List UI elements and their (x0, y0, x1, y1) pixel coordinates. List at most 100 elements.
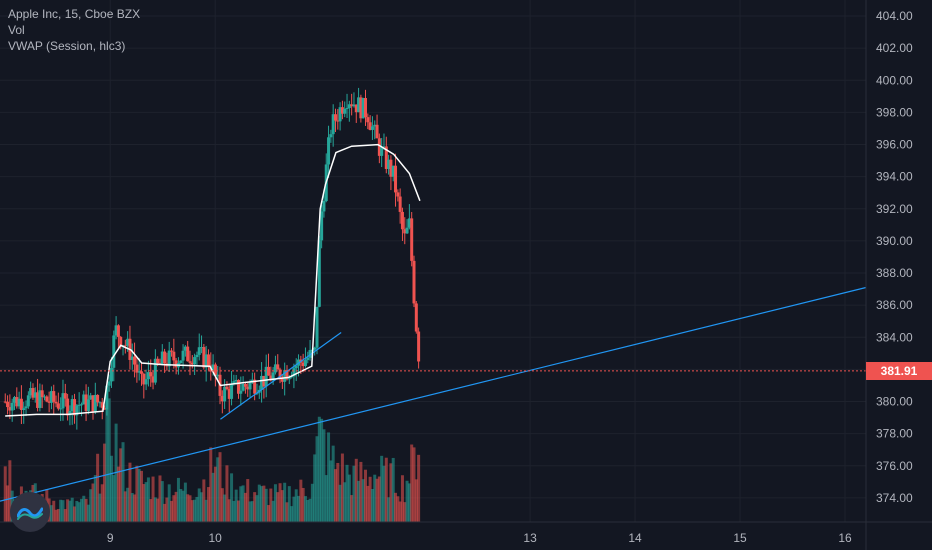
volume-bar (230, 473, 234, 522)
volume-bar (267, 505, 271, 522)
candle-body (276, 364, 280, 370)
candle-body (290, 376, 294, 378)
volume-bar (269, 488, 273, 522)
chart-legend: Apple Inc, 15, Cboe BZX Vol VWAP (Sessio… (8, 6, 140, 54)
candle-body (336, 120, 340, 122)
volume-bar (123, 491, 127, 522)
candle-body (331, 114, 335, 135)
candle-body (103, 407, 107, 410)
y-tick-label: 380.00 (876, 395, 913, 409)
candle-body (33, 392, 37, 398)
volume-bar (52, 500, 56, 522)
candle-body (313, 347, 317, 350)
volume-bar (410, 444, 414, 522)
volume-bar (116, 466, 120, 522)
volume-bar (373, 474, 377, 522)
volume-bar (68, 500, 72, 522)
candle-body (135, 364, 139, 373)
trendline (0, 286, 867, 502)
volume-bar (394, 492, 398, 522)
candle-body (396, 192, 400, 197)
candle-body (382, 146, 386, 148)
candle-body (225, 386, 229, 390)
volume-bar (8, 460, 12, 522)
volume-bar (331, 445, 335, 522)
candle-body (12, 397, 16, 403)
volume-bar (223, 494, 227, 522)
y-tick-label: 394.00 (876, 170, 913, 184)
volume-bar (345, 464, 349, 522)
volume-bar (77, 502, 81, 522)
volume-bar (368, 476, 372, 522)
candle-body (315, 306, 319, 348)
volume-bar (338, 484, 342, 522)
candle-body (66, 398, 70, 416)
volume-bar (200, 492, 204, 522)
candle-body (26, 395, 30, 407)
volume-bar (56, 509, 60, 522)
volume-bar (112, 475, 116, 522)
candle-body (186, 346, 190, 362)
volume-bar (105, 409, 109, 522)
volume-bar (400, 475, 404, 522)
legend-vwap[interactable]: VWAP (Session, hlc3) (8, 39, 126, 53)
volume-bar (375, 478, 379, 522)
candle-body (149, 372, 153, 377)
x-tick-label: 16 (838, 531, 852, 545)
volume-bar (59, 499, 63, 522)
candle-body (47, 401, 51, 403)
volume-bar (262, 485, 266, 522)
candle-body (236, 379, 240, 394)
candle-body (264, 366, 268, 387)
volume-bar (364, 469, 368, 522)
volume-bars (3, 398, 421, 522)
candle-body (6, 401, 10, 408)
volume-bar (109, 455, 113, 522)
volume-bar (253, 492, 257, 522)
volume-bar (398, 501, 402, 522)
volume-bar (144, 482, 148, 522)
candle-body (220, 395, 224, 402)
candle-body (179, 360, 183, 363)
volume-bar (170, 500, 174, 522)
volume-bar (389, 463, 393, 522)
candle-body (407, 218, 411, 228)
candle-body (303, 360, 307, 367)
volume-bar (137, 468, 141, 522)
candle-body (246, 386, 250, 390)
candle-body (343, 109, 347, 114)
candle-body (283, 370, 287, 382)
candle-body (114, 325, 118, 336)
candle-body (375, 124, 379, 139)
candle-body (414, 303, 418, 332)
legend-symbol[interactable]: Apple Inc, 15, Cboe BZX (8, 7, 141, 21)
volume-bar (66, 499, 70, 522)
candle-body (156, 358, 160, 364)
candle-body (86, 399, 90, 411)
candle-body (107, 381, 111, 386)
candle-body (68, 411, 72, 416)
candle-body (368, 122, 372, 130)
candle-body (417, 331, 421, 362)
candle-body (54, 401, 58, 404)
volume-bar (195, 496, 199, 522)
volume-bar (142, 484, 146, 522)
volume-bar (380, 455, 384, 522)
volume-bar (301, 487, 305, 522)
volume-bar (255, 495, 259, 522)
candle-body (273, 364, 277, 373)
candle-body (160, 351, 164, 364)
volume-bar (366, 485, 370, 522)
legend-volume[interactable]: Vol (8, 23, 25, 37)
volume-bar (232, 500, 236, 522)
candle-body (174, 360, 178, 368)
chart-grid (0, 0, 866, 522)
volume-bar (333, 469, 337, 522)
candle-body (322, 201, 326, 212)
candle-body (45, 396, 49, 402)
candle-body (223, 386, 227, 402)
volume-bar (98, 493, 102, 522)
volume-bar (75, 500, 79, 522)
tradingview-logo-icon[interactable] (10, 492, 50, 532)
